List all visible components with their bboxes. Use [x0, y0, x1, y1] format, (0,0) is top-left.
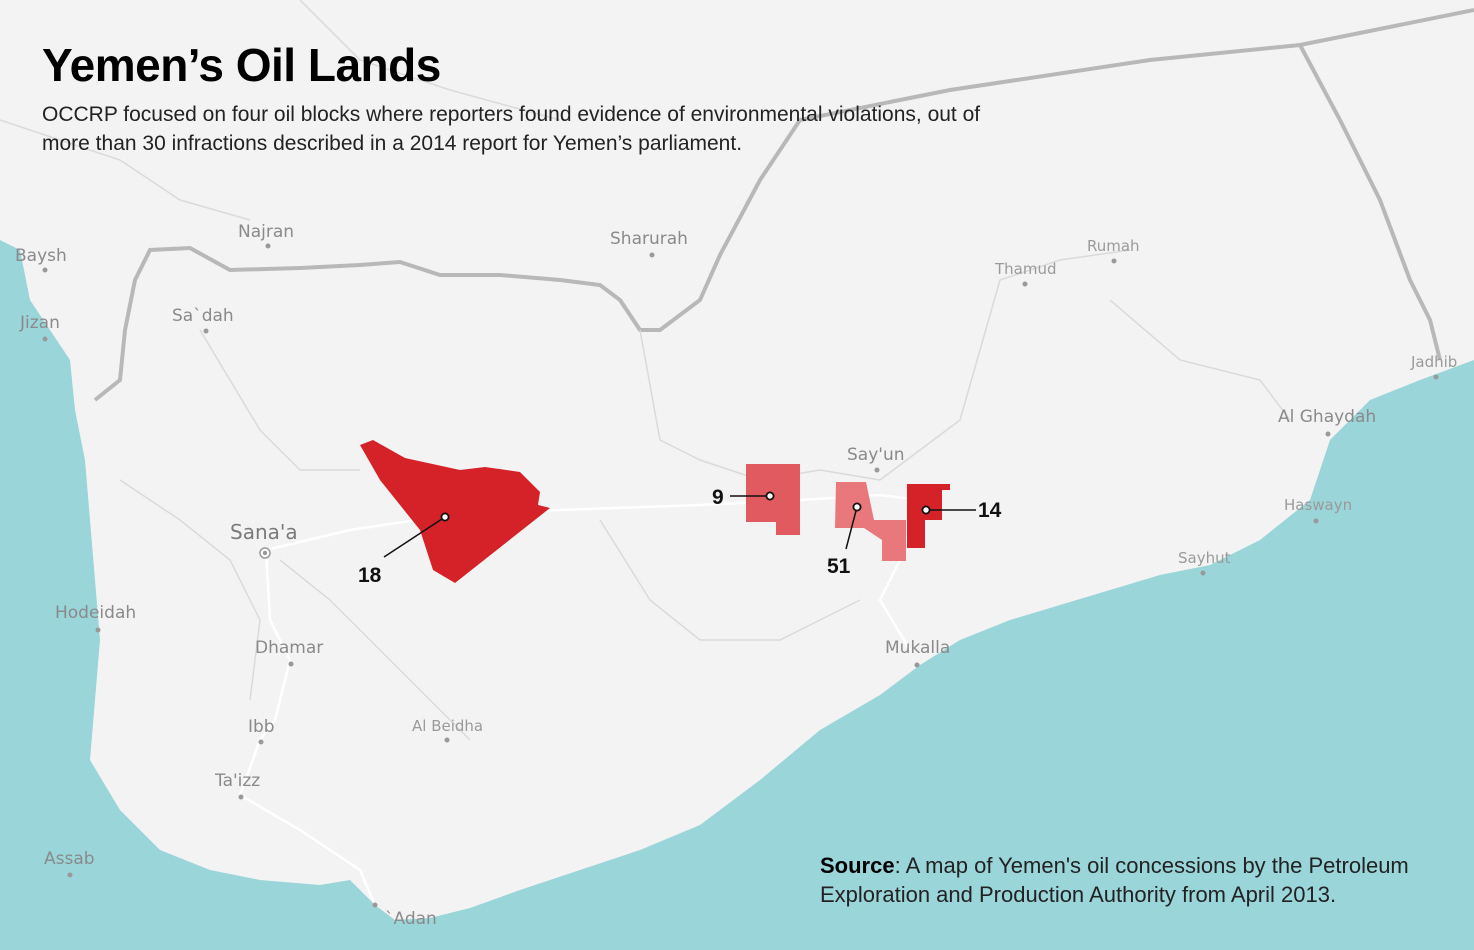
- place-jadhib: Jadhib: [1410, 353, 1457, 371]
- place-dhamar: Dhamar: [255, 638, 323, 658]
- place-sayhut: Sayhut: [1178, 549, 1231, 567]
- callout-dots: [440, 491, 931, 522]
- place-al-ghaydah: Al Ghaydah: [1278, 407, 1376, 427]
- country-borders: [93, 8, 1474, 402]
- capital-marker: [259, 547, 271, 559]
- source-text: : A map of Yemen's oil concessions by th…: [820, 853, 1409, 907]
- callouts: [383, 495, 976, 558]
- place-hodeidah: Hodeidah: [55, 603, 136, 623]
- block-label-18: 18: [358, 564, 382, 587]
- place-sharurah: Sharurah: [610, 229, 688, 249]
- block-14[interactable]: [907, 484, 950, 548]
- gulf-coast-inlet: [0, 790, 130, 950]
- place-taizz: Ta'izz: [214, 771, 260, 791]
- source-label: Source: [820, 853, 895, 878]
- map-title: Yemen’s Oil Lands: [42, 39, 441, 91]
- place-najran: Najran: [238, 222, 294, 242]
- place-jizan: Jizan: [19, 313, 60, 333]
- block-51[interactable]: [835, 482, 906, 561]
- regional-boundaries: [0, 0, 1291, 741]
- place-assab: Assab: [44, 849, 95, 869]
- place-rumah: Rumah: [1087, 237, 1140, 255]
- place-sayun: Say'un: [847, 445, 905, 465]
- place-mukalla: Mukalla: [885, 638, 950, 658]
- place-sadah: Sa`dah: [172, 306, 234, 326]
- source-note: Source: A map of Yemen's oil concessions…: [820, 851, 1460, 909]
- place-ibb: Ibb: [248, 717, 275, 737]
- red-sea: [0, 240, 1474, 950]
- block-9[interactable]: [746, 464, 800, 535]
- block-label-51: 51: [827, 555, 851, 578]
- place-adan: `Adan: [385, 909, 437, 929]
- place-thamud: Thamud: [994, 260, 1057, 278]
- place-al-beidha: Al Beidha: [412, 717, 483, 735]
- place-haswayn: Haswayn: [1284, 496, 1352, 514]
- block-label-9: 9: [712, 486, 724, 509]
- map-subtitle: OCCRP focused on four oil blocks where r…: [42, 103, 981, 155]
- place-sanaa: Sana'a: [230, 520, 298, 544]
- place-dots: [42, 243, 1439, 908]
- block-18[interactable]: [360, 440, 550, 583]
- block-label-14: 14: [978, 499, 1002, 522]
- place-baysh: Baysh: [15, 246, 67, 266]
